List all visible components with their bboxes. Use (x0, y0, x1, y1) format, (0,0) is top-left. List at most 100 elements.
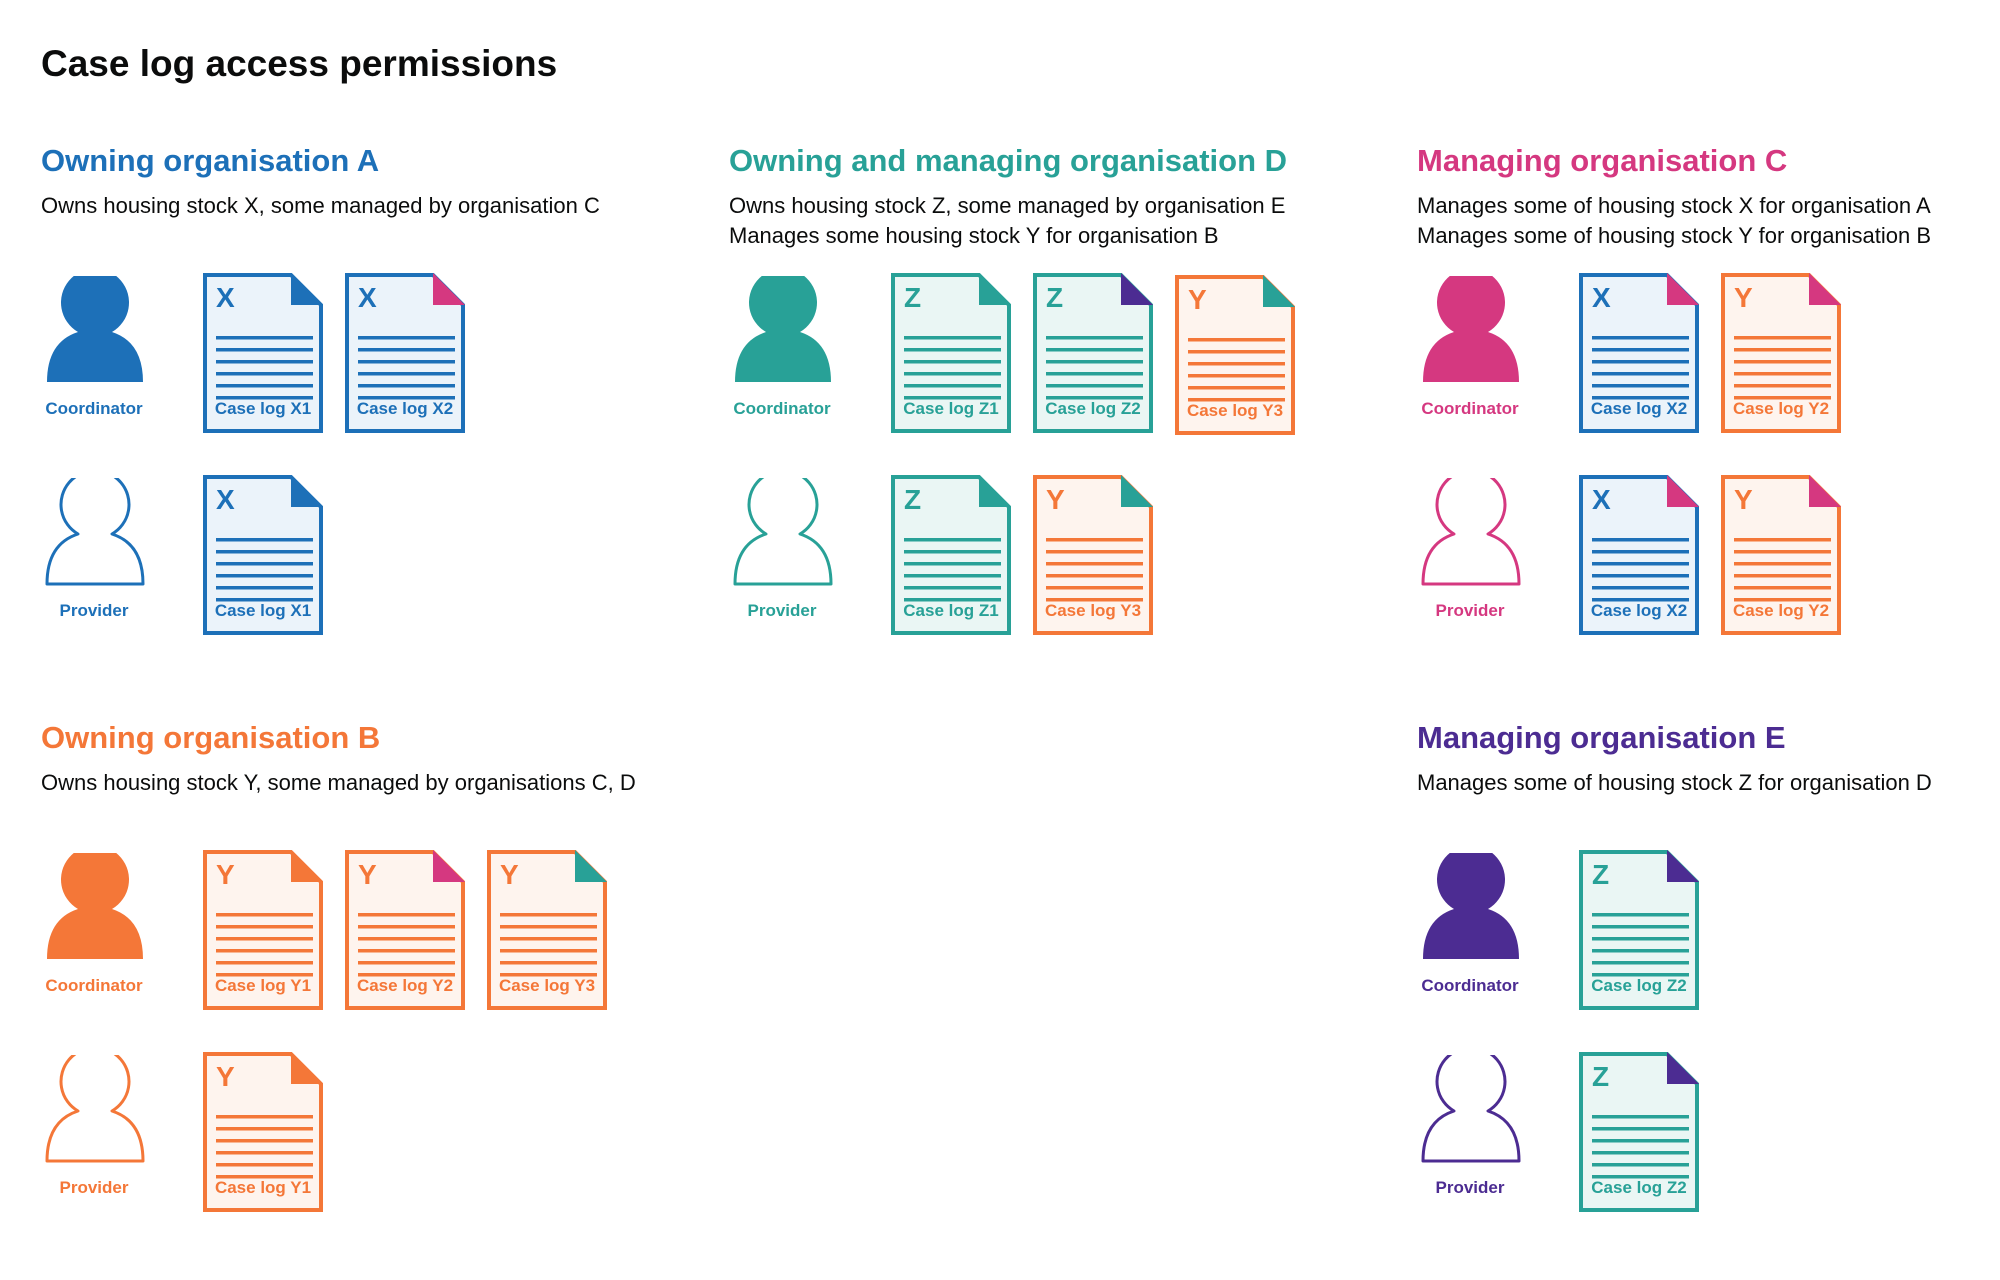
document-corner (979, 273, 1011, 305)
case-log-label: Case log Z1 (903, 399, 999, 418)
role-row-coordinator: Coordinator X Case log X1 X Case log X2 (41, 273, 701, 443)
case-log-label: Case log X2 (1590, 601, 1688, 620)
stock-letter: Z (1046, 282, 1064, 313)
case-log-document: Z Case log Z1 (891, 475, 1011, 635)
role-label: Provider (1435, 601, 1505, 620)
document-icon (1721, 273, 1841, 433)
role-row-coordinator: Coordinator Z Case log Z1 Z Case log Z2 Y C… (729, 273, 1389, 443)
role-label: Provider (1435, 1178, 1505, 1197)
section-heading: Managing organisation C (1417, 143, 1788, 178)
document-icon (1033, 273, 1153, 433)
section-description: Owns housing stock X, some managed by or… (41, 191, 600, 221)
stock-letter: Z (1592, 1061, 1610, 1092)
case-log-label: Case log Y2 (1732, 399, 1830, 418)
case-log-document: Y Case log Y1 (203, 850, 323, 1010)
case-log-document: Z Case log Z2 (1033, 273, 1153, 433)
document-icon (203, 1052, 323, 1212)
case-log-document: Y Case log Y1 (203, 1052, 323, 1212)
role-label: Provider (59, 1178, 129, 1197)
case-log-document: Y Case log Y3 (1175, 275, 1295, 435)
section-description: Owns housing stock Z, some managed by or… (729, 191, 1285, 251)
section-owning-and-managing-organisation-d: Owning and managing organisation D Owns h… (729, 141, 1389, 701)
stock-letter: Y (500, 859, 519, 890)
description-line: Owns housing stock Z, some managed by or… (729, 193, 1286, 218)
case-log-document: Z Case log Z1 (891, 273, 1011, 433)
case-log-label: Case log Y2 (356, 976, 454, 995)
person-filled-icon: Coordinator (729, 273, 835, 433)
role-label: Provider (747, 601, 817, 620)
case-log-label: Case log Z2 (1591, 1178, 1687, 1197)
document-icon (345, 273, 465, 433)
document-corner (291, 475, 323, 507)
case-log-label: Case log X1 (214, 601, 312, 620)
case-log-label: Case log Y3 (1044, 601, 1142, 620)
section-owning-organisation-a: Owning organisation A Owns housing stock … (41, 141, 701, 701)
role-row-coordinator: Coordinator Y Case log Y1 Y Case log Y2 Y C… (41, 850, 701, 1020)
section-heading: Managing organisation E (1417, 720, 1786, 755)
role-label: Coordinator (733, 399, 831, 418)
case-log-label: Case log X1 (214, 399, 312, 418)
stock-letter: Z (904, 484, 922, 515)
document-corner (1263, 275, 1295, 307)
section-heading: Owning and managing organisation D (729, 143, 1288, 178)
person-filled-icon: Coordinator (41, 850, 147, 1010)
stock-letter: X (358, 282, 377, 313)
stock-letter: Y (1188, 284, 1207, 315)
person-filled-icon: Coordinator (41, 273, 147, 433)
role-row-provider: Provider Y Case log Y1 (41, 1052, 701, 1222)
document-icon (1721, 475, 1841, 635)
section-description: Owns housing stock Y, some managed by or… (41, 768, 636, 798)
stock-letter: Z (904, 282, 922, 313)
document-corner (575, 850, 607, 882)
case-log-label: Case log Y3 (1186, 401, 1284, 420)
section-heading: Owning organisation A (41, 143, 380, 178)
description-line: Manages some housing stock Y for organis… (729, 223, 1219, 248)
case-log-document: Y Case log Y3 (1033, 475, 1153, 635)
document-icon (203, 475, 323, 635)
case-log-document: X Case log X2 (1579, 273, 1699, 433)
role-label: Coordinator (1421, 399, 1519, 418)
document-corner (291, 1052, 323, 1084)
stock-letter: Z (1592, 859, 1610, 890)
case-log-label: Case log Y1 (214, 976, 312, 995)
document-corner (291, 273, 323, 305)
document-corner (1667, 475, 1699, 507)
document-icon (345, 850, 465, 1010)
document-icon (1033, 475, 1153, 635)
document-corner (1809, 475, 1841, 507)
document-icon (891, 475, 1011, 635)
person-outline-icon: Provider (1417, 1052, 1523, 1212)
stock-letter: Y (358, 859, 377, 890)
description-line: Owns housing stock Y, some managed by or… (41, 770, 636, 795)
section-description: Manages some of housing stock X for orga… (1417, 191, 1931, 251)
case-log-document: Z Case log Z2 (1579, 1052, 1699, 1212)
document-corner (1667, 273, 1699, 305)
document-icon (1175, 275, 1295, 435)
person-filled-icon: Coordinator (1417, 273, 1523, 433)
case-log-document: Y Case log Y2 (345, 850, 465, 1010)
document-corner (1121, 273, 1153, 305)
stock-letter: X (1592, 484, 1611, 515)
case-log-label: Case log Y2 (1732, 601, 1830, 620)
case-log-label: Case log X2 (356, 399, 454, 418)
case-log-label: Case log Z1 (903, 601, 999, 620)
stock-letter: Y (1046, 484, 1065, 515)
document-icon (1579, 850, 1699, 1010)
case-log-document: X Case log X2 (345, 273, 465, 433)
stock-letter: X (1592, 282, 1611, 313)
document-icon (1579, 273, 1699, 433)
role-label: Provider (59, 601, 129, 620)
stock-letter: Y (1734, 282, 1753, 313)
page-title: Case log access permissions (41, 43, 558, 84)
document-corner (433, 850, 465, 882)
case-log-document: Y Case log Y2 (1721, 273, 1841, 433)
case-log-document: X Case log X2 (1579, 475, 1699, 635)
role-label: Coordinator (1421, 976, 1519, 995)
document-corner (433, 273, 465, 305)
description-line: Manages some of housing stock Y for orga… (1417, 223, 1932, 248)
stock-letter: X (216, 484, 235, 515)
person-outline-icon: Provider (729, 475, 835, 635)
description-line: Owns housing stock X, some managed by or… (41, 193, 600, 218)
document-corner (1667, 1052, 1699, 1084)
case-log-document: X Case log X1 (203, 475, 323, 635)
